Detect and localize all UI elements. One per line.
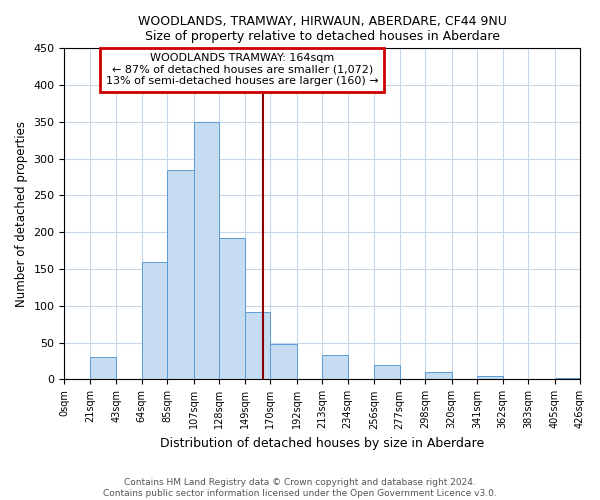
Y-axis label: Number of detached properties: Number of detached properties <box>15 121 28 307</box>
Text: Contains HM Land Registry data © Crown copyright and database right 2024.
Contai: Contains HM Land Registry data © Crown c… <box>103 478 497 498</box>
Bar <box>554 378 580 380</box>
Bar <box>477 376 503 380</box>
Bar <box>322 355 347 380</box>
Title: WOODLANDS, TRAMWAY, HIRWAUN, ABERDARE, CF44 9NU
Size of property relative to det: WOODLANDS, TRAMWAY, HIRWAUN, ABERDARE, C… <box>138 15 506 43</box>
Bar <box>245 312 270 380</box>
Bar <box>425 372 452 380</box>
Bar <box>374 366 400 380</box>
Text: WOODLANDS TRAMWAY: 164sqm
← 87% of detached houses are smaller (1,072)
13% of se: WOODLANDS TRAMWAY: 164sqm ← 87% of detac… <box>106 54 379 86</box>
Bar <box>142 262 167 380</box>
Bar <box>220 238 245 380</box>
Bar <box>194 122 220 380</box>
X-axis label: Distribution of detached houses by size in Aberdare: Distribution of detached houses by size … <box>160 437 484 450</box>
Bar <box>90 358 116 380</box>
Bar <box>167 170 194 380</box>
Bar <box>270 344 297 380</box>
